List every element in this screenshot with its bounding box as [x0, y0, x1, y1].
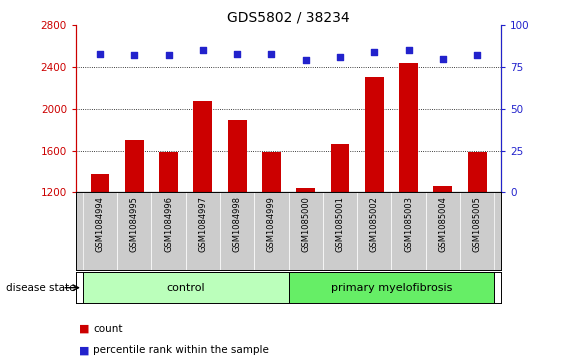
- Point: [336, 54, 345, 60]
- Text: GSM1084997: GSM1084997: [198, 196, 207, 252]
- Text: GSM1085002: GSM1085002: [370, 196, 379, 252]
- Point: [472, 53, 481, 58]
- Text: control: control: [167, 283, 205, 293]
- Bar: [296, 188, 315, 192]
- Title: GDS5802 / 38234: GDS5802 / 38234: [227, 10, 350, 24]
- Text: GSM1085003: GSM1085003: [404, 196, 413, 252]
- Bar: [323, 192, 357, 270]
- Text: GSM1084996: GSM1084996: [164, 196, 173, 252]
- Text: percentile rank within the sample: percentile rank within the sample: [93, 345, 269, 355]
- Text: GSM1084998: GSM1084998: [233, 196, 242, 252]
- Bar: [91, 174, 109, 192]
- Text: primary myelofibrosis: primary myelofibrosis: [330, 283, 452, 293]
- Point: [404, 48, 413, 53]
- Bar: [391, 192, 426, 270]
- Bar: [357, 192, 391, 270]
- Bar: [399, 63, 418, 192]
- Bar: [83, 192, 117, 270]
- Bar: [330, 144, 350, 192]
- Bar: [426, 192, 460, 270]
- Text: GSM1085005: GSM1085005: [472, 196, 481, 252]
- Text: count: count: [93, 323, 122, 334]
- Bar: [220, 192, 254, 270]
- Bar: [159, 152, 178, 192]
- Point: [370, 49, 379, 55]
- Point: [164, 53, 173, 58]
- Text: ■: ■: [79, 323, 90, 334]
- Bar: [83, 272, 289, 303]
- Bar: [468, 152, 486, 192]
- Bar: [254, 192, 289, 270]
- Bar: [125, 140, 144, 192]
- Text: GSM1084995: GSM1084995: [130, 196, 139, 252]
- Point: [267, 51, 276, 57]
- Bar: [194, 101, 212, 192]
- Bar: [289, 192, 323, 270]
- Bar: [262, 152, 281, 192]
- Point: [301, 58, 310, 64]
- Point: [96, 51, 105, 57]
- Text: disease state: disease state: [6, 283, 75, 293]
- Bar: [434, 186, 452, 192]
- Bar: [186, 192, 220, 270]
- Point: [130, 53, 139, 58]
- Bar: [460, 192, 494, 270]
- Text: GSM1084994: GSM1084994: [96, 196, 105, 252]
- Point: [198, 48, 207, 53]
- Bar: [289, 272, 494, 303]
- Point: [438, 56, 447, 62]
- Text: GSM1084999: GSM1084999: [267, 196, 276, 252]
- Text: GSM1085001: GSM1085001: [336, 196, 345, 252]
- Text: GSM1085004: GSM1085004: [438, 196, 447, 252]
- Bar: [227, 121, 247, 192]
- Bar: [151, 192, 186, 270]
- Point: [233, 51, 242, 57]
- Text: ■: ■: [79, 345, 90, 355]
- Bar: [117, 192, 151, 270]
- Bar: [365, 77, 383, 192]
- Text: GSM1085000: GSM1085000: [301, 196, 310, 252]
